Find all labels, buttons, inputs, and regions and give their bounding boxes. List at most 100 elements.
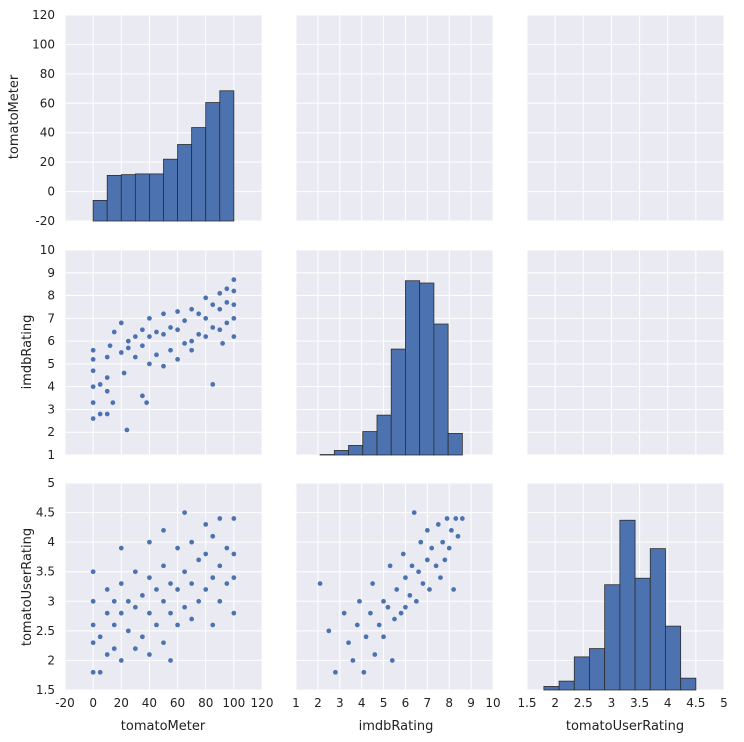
histogram-bar (433, 323, 449, 456)
scatter-point (231, 288, 237, 294)
scatter-point (411, 509, 418, 516)
scatter-point (435, 521, 442, 528)
histogram-bar (149, 173, 164, 222)
scatter-point (216, 563, 223, 569)
scatter-point (160, 639, 167, 646)
scatter-point (160, 331, 167, 338)
scatter-point (139, 592, 146, 599)
x-tick-label: 10 (485, 696, 500, 710)
x-tick-label: 120 (251, 696, 274, 710)
row-label-tomatoMeter: tomatoMeter (7, 74, 22, 159)
x-tick-label: 3.5 (630, 696, 649, 710)
scatter-point (216, 515, 223, 522)
scatter-point (231, 333, 237, 340)
scatter-point (356, 598, 363, 605)
histogram-bar (447, 432, 463, 456)
scatter-point (459, 515, 466, 522)
scatter-point (167, 324, 174, 331)
scatter-point (354, 622, 361, 628)
column-label-tomatoUserRating: tomatoUserRating (566, 719, 684, 734)
scatter-point (104, 651, 111, 658)
scatter-point (341, 610, 347, 616)
scatter-point (174, 356, 181, 363)
scatter-point (118, 349, 125, 356)
y-tick-label: 1.5 (36, 683, 55, 697)
histogram-bar (92, 199, 108, 222)
scatter-point (97, 633, 103, 640)
scatter-point (202, 586, 209, 593)
scatter-point (231, 610, 237, 616)
scatter-point (195, 331, 202, 338)
histogram-bar (604, 584, 621, 691)
scatter-point (202, 521, 209, 528)
scatter-point (146, 315, 153, 322)
y-tick-label: 3 (47, 402, 55, 416)
row-label-imdbRating: imdbRating (20, 315, 35, 390)
scatter-point (174, 308, 181, 315)
scatter-point (231, 301, 237, 308)
scatter-point (174, 586, 181, 593)
scatter-point (160, 598, 167, 605)
scatter-point (231, 315, 237, 322)
histogram-bar (163, 158, 178, 222)
scatter-point (195, 598, 202, 605)
scatter-point (345, 639, 352, 646)
scatter-point (146, 574, 153, 581)
scatter-point (437, 574, 444, 581)
scatter-point (400, 551, 407, 557)
y-tick-label: 20 (40, 155, 55, 169)
panel-background (65, 483, 262, 690)
scatter-point (146, 333, 153, 340)
scatter-point (442, 557, 448, 563)
scatter-point (402, 574, 409, 581)
scatter-point (428, 545, 435, 551)
scatter-point (195, 557, 202, 563)
y-tick-label: 4 (47, 535, 55, 549)
scatter-point (216, 598, 223, 605)
scatter-point (433, 563, 439, 569)
scatter-point (332, 669, 339, 676)
scatter-point (188, 338, 195, 344)
scatter-point (181, 317, 188, 324)
histogram-bar (419, 282, 435, 456)
x-tick-label: 7 (424, 696, 432, 710)
y-tick-label: 3 (47, 594, 55, 608)
histogram-bar (558, 680, 575, 691)
scatter-point (90, 356, 96, 363)
x-tick-label: 8 (445, 696, 453, 710)
scatter-point (209, 622, 216, 628)
scatter-point (132, 604, 139, 611)
scatter-point (97, 669, 103, 676)
scatter-point (139, 633, 146, 640)
scatter-point (90, 415, 96, 422)
scatter-point (104, 388, 111, 395)
histogram-bar (649, 548, 666, 691)
scatter-point (231, 276, 237, 283)
histogram-bar (205, 102, 221, 222)
x-tick-label: 4.5 (686, 696, 705, 710)
scatter-point (455, 533, 461, 540)
scatter-point (450, 586, 457, 593)
x-tick-label: 2 (314, 696, 322, 710)
histogram-bar (543, 686, 560, 691)
y-tick-label: 10 (40, 243, 55, 257)
panel-background (65, 250, 262, 455)
scatter-point (398, 610, 404, 616)
scatter-point (111, 645, 118, 652)
row-label-tomatoUserRating: tomatoUserRating (20, 528, 35, 646)
scatter-point (167, 580, 174, 587)
scatter-point (153, 586, 160, 593)
scatter-point (350, 657, 356, 664)
scatter-point (224, 545, 230, 551)
panel-tomatoMeter-by-imdbRating (295, 14, 494, 222)
histogram-bar (333, 450, 349, 456)
scatter-point (224, 299, 230, 306)
scatter-point (209, 301, 216, 308)
scatter-point (111, 622, 118, 628)
scatter-point (202, 551, 209, 557)
scatter-point (424, 527, 431, 534)
scatter-point (118, 320, 125, 326)
scatter-point (107, 342, 113, 349)
panel-tomatoUserRating-by-tomatoUserRating (526, 482, 725, 691)
scatter-point (167, 610, 174, 616)
